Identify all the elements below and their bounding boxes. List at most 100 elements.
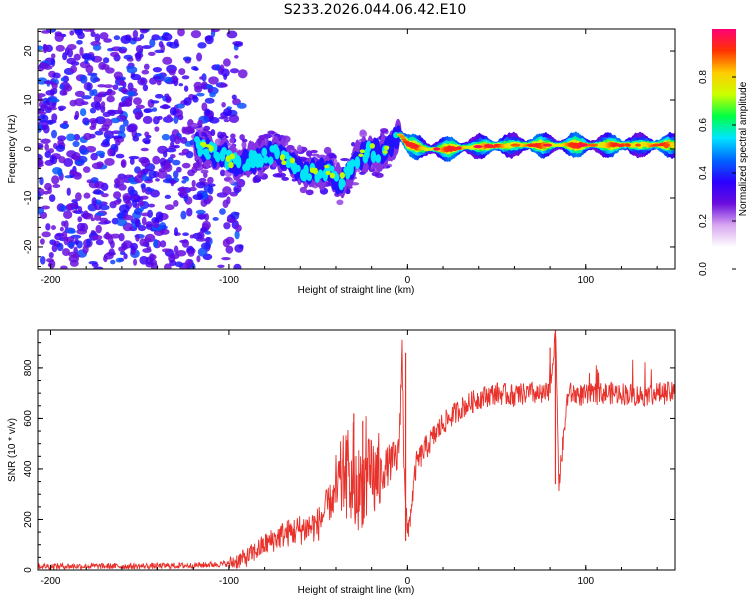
heatmap-cell <box>161 33 173 42</box>
heatmap-cell <box>359 129 367 136</box>
snr-frame <box>37 329 676 571</box>
heatmap-cell <box>69 30 75 36</box>
heatmap-cell <box>528 143 535 147</box>
heatmap-cell <box>371 171 380 177</box>
colorbar-tick-label: 0.2 <box>698 214 709 228</box>
heatmap-cell <box>82 212 94 220</box>
heatmap-cell <box>181 239 190 248</box>
heatmap-cell <box>44 150 51 159</box>
heatmap-cell <box>101 64 110 70</box>
heatmap-cell <box>45 90 55 96</box>
heatmap-cell <box>58 156 66 164</box>
heatmap-cell <box>310 149 318 154</box>
heatmap-cell <box>123 214 134 221</box>
heatmap-cell <box>115 153 125 159</box>
heatmap-cell <box>49 239 56 246</box>
heatmap-cell <box>172 170 179 179</box>
heatmap-cell <box>38 114 49 123</box>
heatmap-cell <box>384 145 390 151</box>
heatmap-cell <box>175 103 185 109</box>
heatmap-cell <box>229 68 240 74</box>
heatmap-cell <box>122 119 129 127</box>
spectrogram-ytick-label: -20 <box>23 239 34 254</box>
heatmap-cell <box>38 142 44 149</box>
heatmap-cell <box>92 44 102 51</box>
heatmap-cell <box>102 139 110 146</box>
heatmap-cell <box>67 241 75 248</box>
heatmap-cell <box>126 90 137 97</box>
heatmap-cell <box>67 48 74 58</box>
heatmap-cell <box>587 143 599 147</box>
heatmap-cell <box>100 193 109 198</box>
heatmap-cell <box>174 261 183 268</box>
heatmap-cell <box>261 147 268 157</box>
heatmap-cell <box>214 151 221 163</box>
heatmap-cell <box>76 39 83 45</box>
heatmap-cell <box>199 76 204 80</box>
heatmap-cell <box>65 236 75 243</box>
heatmap-cell <box>122 240 133 249</box>
heatmap-cell <box>184 177 190 182</box>
heatmap-cell <box>161 248 171 253</box>
heatmap-cell <box>228 161 234 169</box>
heatmap-cell <box>296 144 303 153</box>
heatmap-cell <box>148 170 157 179</box>
heatmap-cell <box>72 140 80 148</box>
heatmap-cell <box>234 42 243 47</box>
heatmap-cell <box>141 174 148 182</box>
heatmap-cell <box>128 155 140 160</box>
heatmap-cell <box>382 150 388 154</box>
heatmap-cell <box>90 119 97 128</box>
heatmap-cell <box>134 132 142 137</box>
heatmap-cell <box>91 234 103 241</box>
heatmap-cell <box>149 77 158 85</box>
heatmap-cell <box>663 143 670 147</box>
heatmap-cell <box>157 170 168 179</box>
heatmap-cell <box>158 168 166 173</box>
snr-panel: -200 -100 0 100 0 200 400 600 800 Height of stra… <box>7 329 676 596</box>
heatmap-cell <box>135 104 145 110</box>
heatmap-cell <box>73 133 81 141</box>
heatmap-cell <box>325 170 331 176</box>
heatmap-cell <box>100 101 106 108</box>
heatmap-cell <box>103 255 108 263</box>
snr-ticks: -200 -100 0 100 0 200 400 600 800 <box>23 330 675 587</box>
heatmap-cell <box>156 80 162 86</box>
heatmap-cell <box>177 29 185 37</box>
heatmap-cell <box>221 68 230 77</box>
heatmap-cell <box>228 114 240 123</box>
heatmap-cell <box>134 111 142 120</box>
heatmap-cell <box>234 230 240 240</box>
heatmap-cell <box>86 238 91 247</box>
heatmap-cell <box>95 212 105 216</box>
heatmap-cell <box>349 159 356 168</box>
colorbar-tick-label: 0.0 <box>698 262 709 276</box>
heatmap-cell <box>119 76 126 81</box>
heatmap-cell <box>226 218 237 223</box>
heatmap-cell <box>208 145 214 152</box>
heatmap-cell <box>241 141 247 149</box>
heatmap-cell <box>122 195 131 204</box>
heatmap-cell <box>219 169 226 177</box>
spectrogram-ylabel: Frequency (Hz) <box>7 115 18 184</box>
heatmap-cell <box>173 200 179 207</box>
heatmap-cell <box>48 120 54 125</box>
heatmap-cell <box>221 256 231 261</box>
colorbar-label: Normalized spectral amplitude <box>738 81 749 216</box>
heatmap-cell <box>201 102 208 112</box>
heatmap-cell <box>38 45 44 51</box>
heatmap-cell <box>139 29 149 34</box>
heatmap-cell <box>317 169 324 179</box>
heatmap-cell <box>116 219 128 227</box>
heatmap-cell <box>291 162 298 175</box>
heatmap-cell <box>79 108 87 117</box>
heatmap-cell <box>56 242 64 252</box>
heatmap-cell <box>83 120 90 126</box>
heatmap-cell <box>193 81 203 90</box>
heatmap-cell <box>160 228 170 235</box>
heatmap-cell <box>196 255 201 263</box>
heatmap-cell <box>204 230 212 235</box>
heatmap-cell <box>66 187 71 196</box>
heatmap-cell <box>38 111 47 115</box>
heatmap-cell <box>48 251 54 259</box>
